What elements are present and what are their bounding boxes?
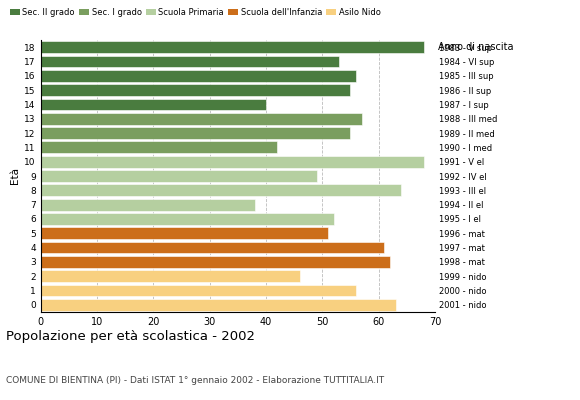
Y-axis label: Età: Età	[10, 168, 20, 184]
Legend: Sec. II grado, Sec. I grado, Scuola Primaria, Scuola dell'Infanzia, Asilo Nido: Sec. II grado, Sec. I grado, Scuola Prim…	[10, 8, 380, 17]
Text: COMUNE DI BIENTINA (PI) - Dati ISTAT 1° gennaio 2002 - Elaborazione TUTTITALIA.I: COMUNE DI BIENTINA (PI) - Dati ISTAT 1° …	[6, 376, 384, 385]
Bar	[41, 70, 356, 82]
Bar	[41, 142, 277, 153]
Bar	[41, 299, 396, 311]
Bar	[41, 184, 401, 196]
Text: Anno di nascita: Anno di nascita	[438, 42, 513, 52]
Bar	[41, 113, 362, 125]
Bar	[41, 242, 385, 254]
Bar	[41, 156, 424, 168]
Bar	[41, 127, 350, 139]
Bar	[41, 56, 339, 67]
Bar	[41, 199, 255, 210]
Bar	[41, 227, 328, 239]
Bar	[41, 41, 424, 53]
Bar	[41, 270, 300, 282]
Bar	[41, 170, 317, 182]
Bar	[41, 98, 266, 110]
Bar	[41, 84, 350, 96]
Bar	[41, 256, 390, 268]
Bar	[41, 213, 333, 225]
Text: Popolazione per età scolastica - 2002: Popolazione per età scolastica - 2002	[6, 330, 255, 343]
Bar	[41, 285, 356, 296]
